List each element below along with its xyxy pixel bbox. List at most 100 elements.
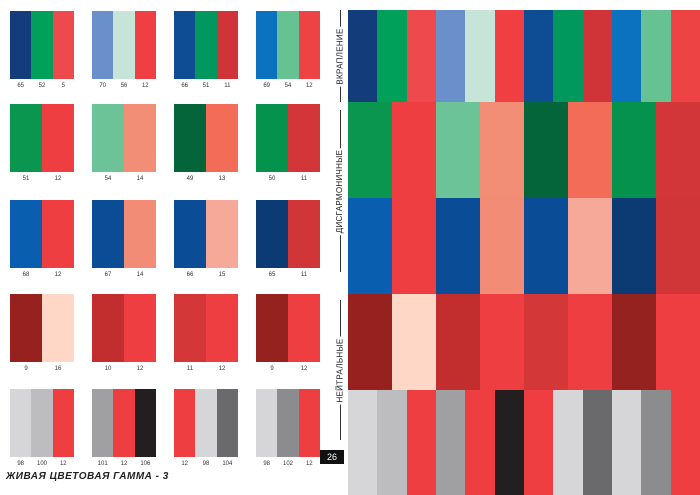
swatch-numbers: 12 98 104 [174, 461, 238, 467]
swatch-3-1 [10, 200, 74, 268]
band-stripe [435, 390, 466, 495]
swatch-color-block [10, 11, 32, 79]
swatch-color-block [113, 11, 135, 79]
swatch-numbers: 98 102 12 [256, 461, 320, 467]
swatch-color-block [10, 389, 32, 457]
band-stripe [523, 390, 554, 495]
swatch-color-block [134, 11, 156, 79]
swatch-numbers: 54 14 [92, 176, 156, 182]
page-number: 26 [320, 450, 344, 464]
swatch-color-block [288, 200, 320, 268]
band-stripe [670, 10, 700, 102]
swatch-number: 98 [17, 461, 24, 467]
color-band-5 [348, 390, 700, 495]
swatch-numbers: 98 100 12 [10, 461, 74, 467]
band-stripe [392, 102, 436, 198]
label-vkraplenie: вкрапление [334, 10, 346, 102]
swatch-number: 14 [136, 176, 144, 182]
swatch-number: 68 [22, 272, 30, 278]
band-stripe [568, 102, 612, 198]
band-stripe [348, 294, 392, 390]
swatch-color-block [298, 11, 320, 79]
band-stripe [377, 10, 407, 102]
band-stripe [436, 102, 480, 198]
swatch-color-block [206, 200, 238, 268]
swatch-number: 54 [104, 176, 112, 182]
swatch-color-block [92, 11, 114, 79]
swatch-color-block [256, 11, 278, 79]
swatch-number: 50 [268, 176, 276, 182]
swatch-1-2 [92, 11, 156, 79]
swatch-color-block [124, 200, 156, 268]
swatch-number: 12 [218, 366, 226, 372]
swatch-color-block [42, 294, 74, 362]
label-vkraplenie-text: вкрапление [335, 25, 345, 87]
band-stripe [348, 390, 378, 495]
swatch-color-block [92, 294, 124, 362]
band-stripe [612, 198, 656, 294]
swatch-2-3 [174, 104, 238, 172]
band-stripe [436, 198, 480, 294]
swatch-color-block [31, 11, 53, 79]
band-stripe [436, 294, 480, 390]
swatch-numbers: 70 56 12 [92, 83, 156, 89]
swatch-4-4 [256, 294, 320, 362]
band-stripe [348, 198, 392, 294]
band-stripe [406, 390, 436, 495]
swatch-color-block [256, 294, 288, 362]
swatch-color-block [298, 389, 320, 457]
swatch-number: 66 [186, 272, 194, 278]
band-stripe [494, 390, 524, 495]
swatch-number: 12 [136, 366, 144, 372]
swatch-numbers: 65 11 [256, 272, 320, 278]
swatch-4-1 [10, 294, 74, 362]
swatch-color-block [174, 294, 206, 362]
swatch-color-block [256, 389, 278, 457]
swatch-2-4 [256, 104, 320, 172]
swatch-numbers: 69 54 12 [256, 83, 320, 89]
swatch-numbers: 51 12 [10, 176, 74, 182]
band-stripe [611, 390, 642, 495]
swatch-color-block [42, 104, 74, 172]
swatch-color-block [52, 389, 74, 457]
label-neitralnye-text: нейтральные [335, 335, 345, 405]
band-stripe [656, 198, 700, 294]
swatch-color-block [174, 104, 206, 172]
swatch-number: 12 [120, 461, 128, 467]
band-stripe [641, 390, 671, 495]
swatch-number: 13 [218, 176, 226, 182]
band-stripe [612, 102, 656, 198]
swatch-number: 51 [202, 83, 210, 89]
swatch-number: 65 [17, 83, 24, 89]
swatch-number: 11 [300, 176, 308, 182]
swatch-number: 11 [300, 272, 308, 278]
swatch-color-block [92, 104, 124, 172]
swatch-number: 51 [22, 176, 30, 182]
swatch-color-block [92, 200, 124, 268]
label-neitralnye: нейтральные [334, 300, 346, 440]
swatch-color-block [10, 104, 42, 172]
swatch-color-block [216, 11, 238, 79]
swatch-number: 52 [38, 83, 46, 89]
band-stripe [656, 102, 700, 198]
band-stripe [568, 198, 612, 294]
swatch-color-block [42, 200, 74, 268]
swatch-number: 12 [305, 83, 313, 89]
swatch-number: 98 [202, 461, 210, 467]
swatch-numbers: 66 51 11 [174, 83, 238, 89]
swatch-1-3 [174, 11, 238, 79]
band-stripe [568, 294, 612, 390]
swatch-number: 69 [263, 83, 270, 89]
band-stripe [465, 10, 495, 102]
swatch-5-1 [10, 389, 74, 457]
swatch-color-block [10, 200, 42, 268]
swatch-5-2 [92, 389, 156, 457]
band-stripe [582, 10, 612, 102]
band-stripe [480, 198, 524, 294]
swatch-number: 54 [284, 83, 292, 89]
swatch-number: 15 [218, 272, 226, 278]
swatch-number: 67 [104, 272, 112, 278]
swatch-number: 12 [141, 83, 149, 89]
color-band-4 [348, 294, 700, 390]
swatch-number: 12 [59, 461, 67, 467]
